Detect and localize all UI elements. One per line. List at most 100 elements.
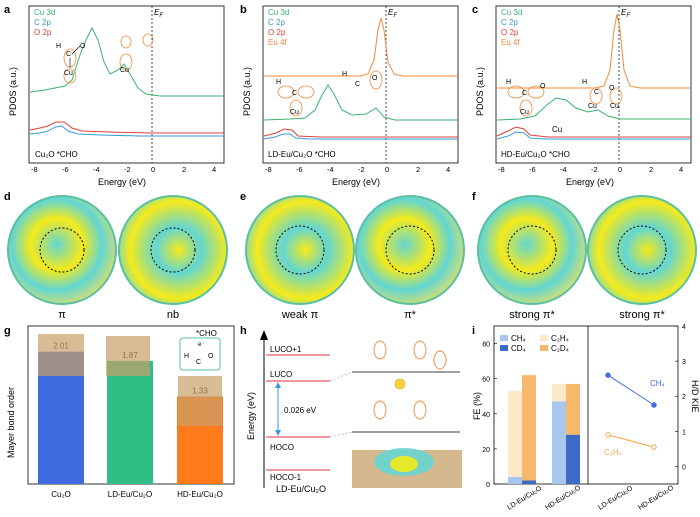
panel-i-letter: i: [472, 325, 475, 337]
svg-text:-2: -2: [358, 165, 365, 174]
fe-tick-label: 40: [482, 412, 490, 419]
svg-text:Cu: Cu: [610, 103, 619, 110]
cho-label: *CHO: [196, 329, 217, 338]
svg-text:C: C: [522, 90, 527, 97]
svg-text:-4: -4: [93, 165, 100, 174]
fe-bars: [508, 375, 580, 484]
svg-text:EF: EF: [388, 8, 397, 19]
svg-text:H: H: [276, 79, 281, 86]
caption-strong-pi-star-1: strong π*: [509, 309, 555, 321]
fe-tick-label: 80: [482, 342, 490, 349]
panel-g: g Mayer bond order 2.011.871.33 Cu₂OLD-E…: [4, 325, 235, 499]
svg-text:O: O: [80, 43, 86, 50]
panel-a-letter: a: [4, 4, 11, 16]
isosurface-weak-pi: [245, 195, 355, 305]
panel-f: f strong π* strong π*: [472, 191, 697, 321]
svg-text:O: O: [208, 353, 214, 360]
kie-point: [605, 432, 611, 438]
fe-bar-cd4: [566, 434, 580, 484]
xticks-a: -8 -6 -4 -2 0 2 4: [31, 165, 216, 174]
molecule-schematic-a: H C O Cu Cu: [56, 33, 154, 84]
svg-text:C: C: [196, 359, 201, 366]
isosurface-pi-star-e: [355, 195, 465, 305]
svg-text:C: C: [594, 89, 599, 96]
panel-i-frame: [493, 325, 679, 485]
structure-inset-hd: [178, 376, 222, 426]
sample-label-c: HD-Eu/Cu₂O *CHO: [501, 150, 570, 159]
caption-pi-star: π*: [404, 309, 417, 321]
svg-text:H: H: [506, 79, 511, 86]
legend-o2p-b: O 2p: [268, 28, 286, 37]
fe-bar-c2h4: [508, 390, 522, 484]
svg-text:-8: -8: [265, 165, 272, 174]
svg-text:-2: -2: [124, 165, 131, 174]
curve-cu3d-b: [263, 84, 458, 121]
svg-text:H: H: [342, 71, 347, 78]
legend-cd4: CD₄: [511, 344, 526, 353]
kie-lines: [605, 372, 657, 450]
ef-c: E: [621, 8, 627, 17]
panel-a-frame: [28, 5, 225, 164]
svg-text:4: 4: [446, 165, 450, 174]
svg-text:O: O: [372, 75, 378, 82]
label-luco: LUCO: [270, 370, 292, 379]
mayer-category-label: HD-Eu/Cu₂O: [177, 490, 223, 499]
kie-label-ch4: CH₄: [650, 379, 665, 388]
panel-e-letter: e: [240, 191, 246, 203]
svg-text:4: 4: [679, 165, 683, 174]
fe-yticks: 0 20 40 60 80: [482, 342, 497, 489]
cu-label-c: Cu: [552, 125, 562, 134]
xlabel-a: Energy (eV): [98, 177, 146, 187]
curve-c2p-b: [263, 133, 458, 140]
kie-point: [651, 444, 657, 450]
ylabel-i-right: H/D KIE: [690, 380, 700, 413]
curve-o2p-c: [496, 126, 691, 138]
caption-nb: nb: [167, 309, 179, 321]
mayer-category-label: Cu₂O: [51, 490, 71, 499]
svg-text:Cu: Cu: [588, 103, 597, 110]
svg-text:-4: -4: [327, 165, 334, 174]
legend-cu3d-b: Cu 3d: [268, 8, 289, 17]
kie-tick-label: 4: [682, 324, 686, 331]
kie-line: [607, 434, 655, 448]
svg-text:4: 4: [212, 165, 216, 174]
isosurface-strong-pi-star-2: [587, 195, 697, 305]
svg-text:Cu: Cu: [120, 67, 129, 74]
kie-yticks: 0 1 2 3 4: [675, 324, 686, 471]
kie-tick-label: 2: [682, 394, 686, 401]
sample-label-a: Cu₂O *CHO: [35, 150, 78, 159]
panel-b-letter: b: [240, 4, 247, 16]
gap-value: 0.026 eV: [284, 406, 317, 415]
legend-cu3d-a: Cu 3d: [34, 8, 55, 17]
panel-i: i FE (%) H/D KIE 0 20 40 60 80 0 1 2 3 4 CH₄ C₂H…: [472, 324, 700, 512]
kie-line: [607, 374, 655, 406]
legend-c2p-c: C 2p: [501, 18, 518, 27]
sample-label-b: LD-Eu/Cu₂O *CHO: [268, 150, 336, 159]
svg-text:EF: EF: [621, 8, 630, 19]
xticks-c: -8 -6 -4 -2 0 2 4: [498, 165, 683, 174]
sample-label-h: LD-Eu/Cu₂O: [276, 484, 326, 494]
curve-o2p-a: [29, 121, 224, 134]
svg-text:H: H: [56, 43, 61, 50]
svg-text:Cu: Cu: [520, 109, 529, 116]
ylabel-c: PDOS (a.u.): [475, 67, 485, 116]
structure-inset-cu2o: [38, 334, 84, 376]
ef-a: E: [154, 8, 160, 17]
caption-pi: π: [58, 309, 66, 321]
isosurface-strong-pi-star-1: [477, 195, 587, 305]
xlabel-b: Energy (eV): [332, 177, 380, 187]
kie-point: [605, 372, 611, 378]
panel-a: a EF Cu 3d C 2p O 2p H C O Cu Cu Cu₂O *C…: [4, 4, 225, 187]
molecule-schematic-b: H C Cu H C O: [276, 70, 383, 117]
legend-cu3d-c: Cu 3d: [501, 8, 522, 17]
curve-c2p-c: [496, 131, 691, 140]
cho-inset-box: [179, 337, 221, 371]
curve-cu3d-a: [29, 26, 224, 97]
panel-d: d π nb: [4, 191, 228, 321]
caption-strong-pi-star-2: strong π*: [619, 309, 665, 321]
panel-b: b EF Cu 3d C 2p O 2p Eu 4f H C Cu H C O …: [240, 4, 459, 187]
panel-e: e weak π π*: [240, 191, 465, 321]
curve-o2p-b: [263, 128, 458, 138]
caption-weak-pi: weak π: [281, 309, 319, 321]
